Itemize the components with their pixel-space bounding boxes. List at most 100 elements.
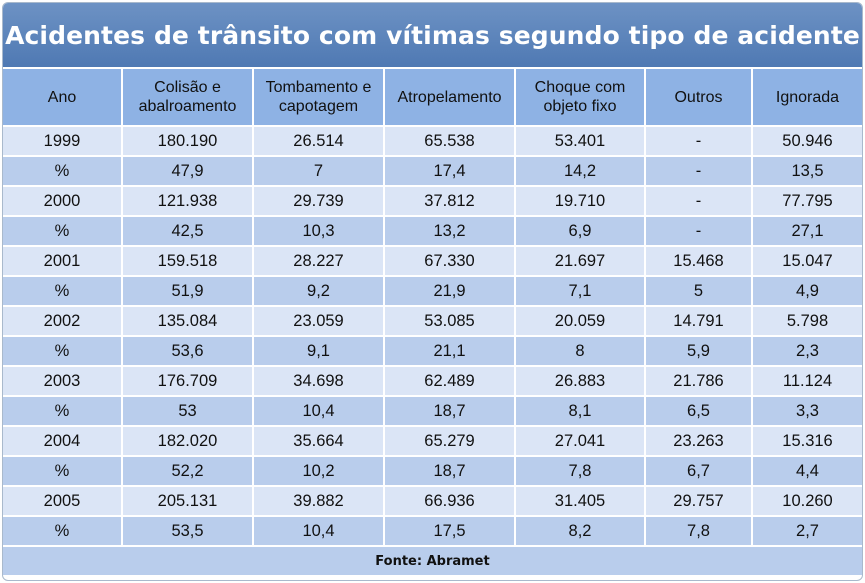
value-cell: 15.316 (753, 427, 862, 457)
value-cell: 19.710 (516, 187, 646, 217)
value-cell: 51,9 (123, 277, 254, 307)
value-cell: 176.709 (123, 367, 254, 397)
value-cell: 31.405 (516, 487, 646, 517)
value-cell: 37.812 (385, 187, 516, 217)
year-row: 1999 180.190 26.514 65.538 53.401-50.946 (3, 127, 862, 157)
percent-row: % 47,9 7 17,4 14,2-13,5 (3, 157, 862, 187)
value-cell: 23.263 (646, 427, 753, 457)
value-cell: 13,5 (753, 157, 862, 187)
row-label-cell: 2005 (3, 487, 123, 517)
percent-row: % 53,5 10,4 17,5 8,2 7,8 2,7 (3, 517, 862, 547)
row-label-cell: 2003 (3, 367, 123, 397)
value-cell: 7,1 (516, 277, 646, 307)
percent-row: % 52,2 10,2 18,7 7,8 6,7 4,4 (3, 457, 862, 487)
value-cell: 10,4 (254, 517, 385, 547)
row-label-cell: 2004 (3, 427, 123, 457)
value-cell: 7 (254, 157, 385, 187)
row-label-cell: 2000 (3, 187, 123, 217)
accident-table: Ano Colisão e abalroamento Tombamento e ca… (3, 69, 862, 575)
value-cell: 180.190 (123, 127, 254, 157)
value-cell: 65.538 (385, 127, 516, 157)
column-header: Tombamento e capotagem (254, 69, 385, 127)
value-cell: - (646, 127, 753, 157)
value-cell: 52,2 (123, 457, 254, 487)
value-cell: 53,6 (123, 337, 254, 367)
percent-row: % 42,5 10,3 13,2 6,9-27,1 (3, 217, 862, 247)
value-cell: - (646, 157, 753, 187)
value-cell: 2,7 (753, 517, 862, 547)
value-cell: 66.936 (385, 487, 516, 517)
row-label-cell: % (3, 217, 123, 247)
value-cell: 18,7 (385, 457, 516, 487)
value-cell: 10.260 (753, 487, 862, 517)
row-label-cell: 2001 (3, 247, 123, 277)
value-cell: 21,9 (385, 277, 516, 307)
value-cell: 39.882 (254, 487, 385, 517)
source-note: Fonte: Abramet (3, 547, 862, 575)
row-label-cell: % (3, 517, 123, 547)
value-cell: 20.059 (516, 307, 646, 337)
value-cell: 9,2 (254, 277, 385, 307)
column-header: Colisão e abalroamento (123, 69, 254, 127)
value-cell: 29.739 (254, 187, 385, 217)
table-header: Ano Colisão e abalroamento Tombamento e ca… (3, 69, 862, 127)
value-cell: 50.946 (753, 127, 862, 157)
table-title: Acidentes de trânsito com vítimas segund… (5, 20, 860, 50)
row-label-cell: % (3, 457, 123, 487)
value-cell: 18,7 (385, 397, 516, 427)
value-cell: 27.041 (516, 427, 646, 457)
value-cell: 26.514 (254, 127, 385, 157)
value-cell: 5 (646, 277, 753, 307)
value-cell: 7,8 (516, 457, 646, 487)
value-cell: 10,2 (254, 457, 385, 487)
value-cell: 8,2 (516, 517, 646, 547)
value-cell: 35.664 (254, 427, 385, 457)
table-footer: Fonte: Abramet (3, 547, 862, 575)
value-cell: - (646, 217, 753, 247)
value-cell: 21.697 (516, 247, 646, 277)
year-row: 2004 182.020 35.664 65.279 27.041 23.263 15.31… (3, 427, 862, 457)
value-cell: 159.518 (123, 247, 254, 277)
value-cell: 4,9 (753, 277, 862, 307)
table-body: 1999 180.190 26.514 65.538 53.401-50.946% 47,… (3, 127, 862, 547)
value-cell: 47,9 (123, 157, 254, 187)
value-cell: 42,5 (123, 217, 254, 247)
value-cell: 21,1 (385, 337, 516, 367)
value-cell: 121.938 (123, 187, 254, 217)
percent-row: % 53,6 9,1 21,1 8 5,9 2,3 (3, 337, 862, 367)
footer-row: Fonte: Abramet (3, 547, 862, 575)
value-cell: 6,5 (646, 397, 753, 427)
value-cell: 3,3 (753, 397, 862, 427)
value-cell: 67.330 (385, 247, 516, 277)
year-row: 2005 205.131 39.882 66.936 31.405 29.757 10.26… (3, 487, 862, 517)
value-cell: 53.085 (385, 307, 516, 337)
column-header: Outros (646, 69, 753, 127)
column-header: Atropelamento (385, 69, 516, 127)
value-cell: 6,9 (516, 217, 646, 247)
value-cell: 182.020 (123, 427, 254, 457)
value-cell: 10,3 (254, 217, 385, 247)
value-cell: 26.883 (516, 367, 646, 397)
percent-row: % 53 10,4 18,7 8,1 6,5 3,3 (3, 397, 862, 427)
value-cell: 6,7 (646, 457, 753, 487)
title-bar: Acidentes de trânsito com vítimas segund… (3, 3, 862, 69)
value-cell: 27,1 (753, 217, 862, 247)
header-row: Ano Colisão e abalroamento Tombamento e ca… (3, 69, 862, 127)
value-cell: 53 (123, 397, 254, 427)
value-cell: 29.757 (646, 487, 753, 517)
value-cell: 13,2 (385, 217, 516, 247)
year-row: 2003 176.709 34.698 62.489 26.883 21.786 11.12… (3, 367, 862, 397)
value-cell: 10,4 (254, 397, 385, 427)
value-cell: 7,8 (646, 517, 753, 547)
value-cell: 17,4 (385, 157, 516, 187)
value-cell: - (646, 187, 753, 217)
value-cell: 53,5 (123, 517, 254, 547)
value-cell: 135.084 (123, 307, 254, 337)
year-row: 2001 159.518 28.227 67.330 21.697 15.468 15.04… (3, 247, 862, 277)
percent-row: % 51,9 9,2 21,9 7,1 5 4,9 (3, 277, 862, 307)
value-cell: 34.698 (254, 367, 385, 397)
column-header: Ignorada (753, 69, 862, 127)
value-cell: 14.791 (646, 307, 753, 337)
value-cell: 2,3 (753, 337, 862, 367)
